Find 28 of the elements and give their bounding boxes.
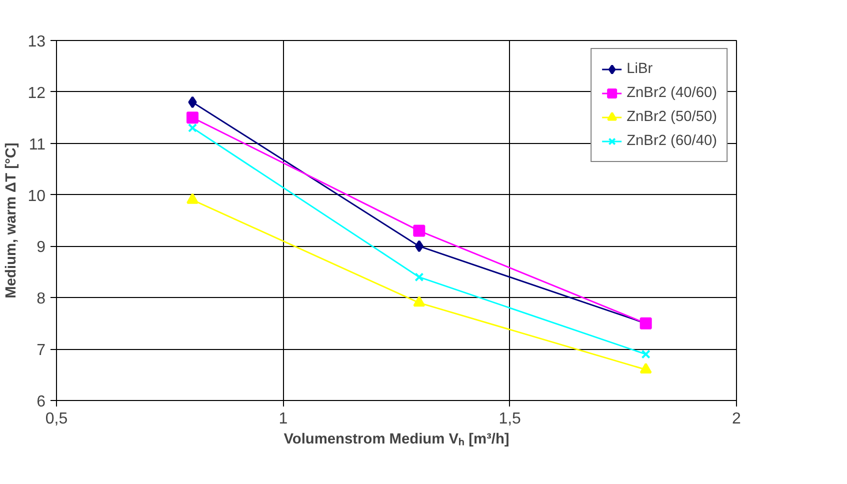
- x-tick-label: 2: [732, 410, 742, 428]
- point: [414, 240, 424, 252]
- x-axis-title: Volumenstrom Medium Vₕ [m³/h]: [284, 432, 510, 448]
- point: [188, 123, 198, 132]
- legend-label: ZnBr2 (60/40): [626, 133, 717, 149]
- point: [186, 193, 198, 204]
- y-tick-label: 12: [28, 84, 46, 102]
- point: [641, 350, 650, 359]
- y-tick-label: 7: [36, 342, 46, 360]
- point: [413, 224, 426, 237]
- x-tick-label: 0,5: [45, 410, 68, 428]
- point: [188, 96, 197, 108]
- y-tick-label: 13: [28, 34, 46, 50]
- y-axis-title: Medium, warm ΔT [°C]: [4, 142, 20, 298]
- point: [414, 272, 424, 282]
- legend-label: ZnBr2 (50/50): [626, 109, 717, 125]
- x-tick-label: 1: [278, 410, 288, 428]
- y-tick-label: 6: [36, 394, 46, 410]
- point: [413, 296, 426, 307]
- x-tick-label: 1,5: [498, 410, 522, 428]
- point: [186, 112, 198, 124]
- y-tick-label: 9: [36, 239, 46, 256]
- legend-label: LiBr: [626, 61, 653, 77]
- y-tick-label: 11: [28, 136, 46, 154]
- y-tick-label: 10: [28, 188, 46, 205]
- y-tick-label: 8: [36, 290, 46, 308]
- point: [640, 362, 652, 374]
- legend-label: ZnBr2 (40/60): [626, 85, 717, 101]
